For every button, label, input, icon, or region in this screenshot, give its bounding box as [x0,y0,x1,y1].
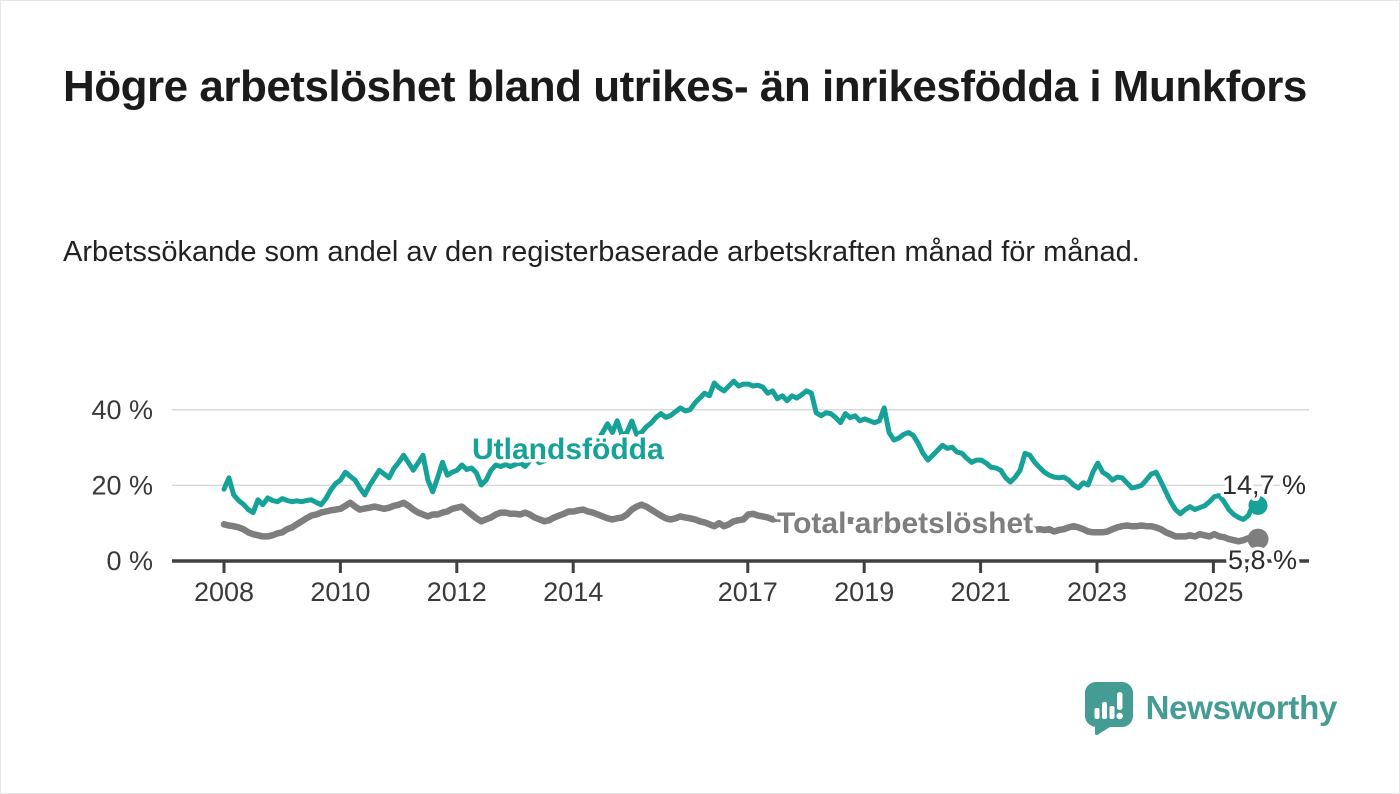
x-tick-label: 2012 [427,577,487,607]
x-tick-label: 2010 [310,577,370,607]
x-tick-label: 2014 [543,577,603,607]
series-label-1: Total arbetslöshet [777,507,1033,540]
x-tick-label: 2025 [1183,577,1243,607]
x-tick-label: 2019 [834,577,894,607]
y-tick-label: 40 % [91,395,153,425]
series-line-0 [221,378,1261,522]
bar-chart-speech-bubble-icon [1084,682,1133,735]
x-tick-label: 2008 [194,577,254,607]
series-end-dot-0 [1248,495,1268,515]
page-subtitle: Arbetssökande som andel av den registerb… [63,236,1140,268]
x-tick-label: 2021 [951,577,1011,607]
series-end-value-0: 14,7 % [1222,470,1306,500]
series-line-1 [220,499,1262,545]
page-title: Högre arbetslöshet bland utrikes- än inr… [63,62,1307,111]
x-tick-label: 2017 [718,577,778,607]
series-end-value-1: 5,8 % [1228,545,1297,575]
series-label-0: Utlandsfödda [472,433,664,466]
newsworthy-wordmark: Newsworthy [1145,689,1338,726]
newsworthy-logo: Newsworthy [1084,681,1337,735]
x-tick-label: 2023 [1067,577,1127,607]
series-end-dot-1 [1247,528,1269,550]
y-tick-label: 0 % [106,546,153,576]
y-tick-label: 20 % [91,470,153,500]
